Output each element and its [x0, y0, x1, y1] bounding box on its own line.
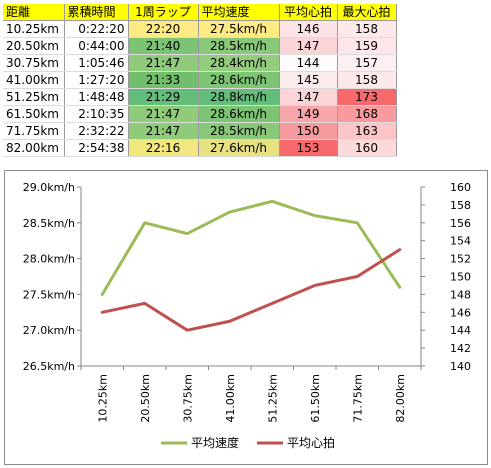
cell-avg-heart-rate: 147: [279, 37, 338, 55]
cell-avg-heart-rate: 146: [279, 20, 338, 38]
cell-avg-speed: 28.5km/h: [198, 122, 280, 140]
right-axis-tick-label: 154: [450, 235, 471, 248]
right-axis-tick-label: 158: [450, 199, 471, 212]
cell-max-heart-rate: 158: [337, 71, 397, 89]
table-row: 61.50km 2:10:35 21:47 28.6km/h 149 168: [3, 105, 397, 123]
left-axis-tick-label: 27.5km/h: [23, 288, 75, 301]
right-axis-tick-label: 140: [450, 360, 471, 373]
cell-lap-time: 21:29: [128, 88, 199, 106]
x-axis-tick-label: 61.50km: [309, 374, 322, 423]
x-axis-tick-label: 41.00km: [224, 374, 237, 423]
table-row: 41.00km 1:27:20 21:33 28.6km/h 145 158: [3, 71, 397, 89]
chart-canvas: 26.5km/h 27.0km/h 27.5km/h 28.0km/h 28.5km/h…: [23, 181, 471, 450]
cell-distance: 82.00km: [3, 139, 65, 157]
cell-distance: 10.25km: [3, 20, 65, 38]
cell-avg-speed: 28.6km/h: [198, 105, 280, 123]
cell-max-heart-rate: 159: [337, 37, 397, 55]
right-axis-tick-label: 156: [450, 217, 471, 230]
table-row: 82.00km 2:54:38 22:16 27.6km/h 153 160: [3, 139, 397, 157]
lap-chart: 26.5km/h 27.0km/h 27.5km/h 28.0km/h 28.5km/h…: [4, 170, 488, 465]
cell-cumulative-time: 0:22:20: [64, 20, 129, 38]
avg-speed-series-line: [100, 199, 402, 296]
cell-avg-speed: 27.6km/h: [198, 139, 280, 157]
cell-max-heart-rate: 163: [337, 122, 397, 140]
cell-max-heart-rate: 173: [337, 88, 397, 106]
cell-lap-time: 22:20: [128, 20, 199, 38]
cell-avg-heart-rate: 145: [279, 71, 338, 89]
cell-distance: 51.25km: [3, 88, 65, 106]
table-row: 71.75km 2:32:22 21:47 28.5km/h 150 163: [3, 122, 397, 140]
cell-avg-heart-rate: 150: [279, 122, 338, 140]
cell-max-heart-rate: 160: [337, 139, 397, 157]
cell-lap-time: 22:16: [128, 139, 199, 157]
header-max-heart-rate: 最大心拍: [337, 4, 397, 21]
cell-max-heart-rate: 157: [337, 54, 397, 72]
cell-lap-time: 21:40: [128, 37, 199, 55]
cell-avg-speed: 28.8km/h: [198, 88, 280, 106]
cell-cumulative-time: 0:44:00: [64, 37, 129, 55]
header-distance: 距離: [3, 4, 65, 21]
right-axis-tick-label: 160: [450, 181, 471, 194]
cell-distance: 41.00km: [3, 71, 65, 89]
x-axis-tick-label: 30.75km: [181, 374, 194, 423]
cell-cumulative-time: 1:48:48: [64, 88, 129, 106]
right-axis-tick-label: 144: [450, 324, 471, 337]
x-axis-tick-label: 82.00km: [394, 374, 407, 423]
cell-avg-speed: 27.5km/h: [198, 20, 280, 38]
table-header-row: 距離 累積時間 1周ラップ 平均速度 平均心拍 最大心拍: [3, 4, 397, 21]
legend-label-avg-speed: 平均速度: [191, 435, 239, 450]
header-lap-time: 1周ラップ: [128, 4, 199, 21]
cell-lap-time: 21:33: [128, 71, 199, 89]
cell-cumulative-time: 2:54:38: [64, 139, 129, 157]
cell-avg-speed: 28.5km/h: [198, 37, 280, 55]
header-avg-speed: 平均速度: [198, 4, 280, 21]
avg-heart-rate-series-line: [100, 248, 402, 332]
x-axis-tick-label: 10.25km: [96, 374, 109, 423]
cell-avg-heart-rate: 153: [279, 139, 338, 157]
cell-lap-time: 21:47: [128, 122, 199, 140]
left-axis-tick-label: 28.5km/h: [23, 217, 75, 230]
x-axis-tick-label: 51.25km: [266, 374, 279, 423]
cell-cumulative-time: 1:05:46: [64, 54, 129, 72]
cell-distance: 71.75km: [3, 122, 65, 140]
right-axis-tick-label: 148: [450, 288, 471, 301]
header-cumulative-time: 累積時間: [64, 4, 129, 21]
legend-label-avg-heart-rate: 平均心拍: [287, 435, 335, 450]
cell-cumulative-time: 1:27:20: [64, 71, 129, 89]
left-axis-tick-label: 26.5km/h: [23, 360, 75, 373]
left-axis-tick-label: 28.0km/h: [23, 253, 75, 266]
cell-avg-heart-rate: 147: [279, 88, 338, 106]
table-row: 30.75km 1:05:46 21:47 28.4km/h 144 157: [3, 54, 397, 72]
right-axis-tick-label: 152: [450, 253, 471, 266]
cell-distance: 30.75km: [3, 54, 65, 72]
cell-avg-speed: 28.6km/h: [198, 71, 280, 89]
cell-distance: 61.50km: [3, 105, 65, 123]
cell-lap-time: 21:47: [128, 54, 199, 72]
cell-cumulative-time: 2:32:22: [64, 122, 129, 140]
x-axis-tick-label: 71.75km: [351, 374, 364, 423]
cell-lap-time: 21:47: [128, 105, 199, 123]
cell-avg-heart-rate: 149: [279, 105, 338, 123]
table-row: 20.50km 0:44:00 21:40 28.5km/h 147 159: [3, 37, 397, 55]
cell-distance: 20.50km: [3, 37, 65, 55]
cell-avg-speed: 28.4km/h: [198, 54, 280, 72]
table-row: 51.25km 1:48:48 21:29 28.8km/h 147 173: [3, 88, 397, 106]
table-row: 10.25km 0:22:20 22:20 27.5km/h 146 158: [3, 20, 397, 38]
cell-max-heart-rate: 158: [337, 20, 397, 38]
left-axis-tick-label: 29.0km/h: [23, 181, 75, 194]
lap-table: 距離 累積時間 1周ラップ 平均速度 平均心拍 最大心拍 10.25km 0:22…: [3, 4, 397, 157]
cell-cumulative-time: 2:10:35: [64, 105, 129, 123]
header-avg-heart-rate: 平均心拍: [279, 4, 338, 21]
right-axis-tick-label: 150: [450, 271, 471, 284]
cell-avg-heart-rate: 144: [279, 54, 338, 72]
right-axis-tick-label: 146: [450, 306, 471, 319]
cell-max-heart-rate: 168: [337, 105, 397, 123]
right-axis-tick-label: 142: [450, 342, 471, 355]
left-axis-tick-label: 27.0km/h: [23, 324, 75, 337]
x-axis-tick-label: 20.50km: [139, 374, 152, 423]
